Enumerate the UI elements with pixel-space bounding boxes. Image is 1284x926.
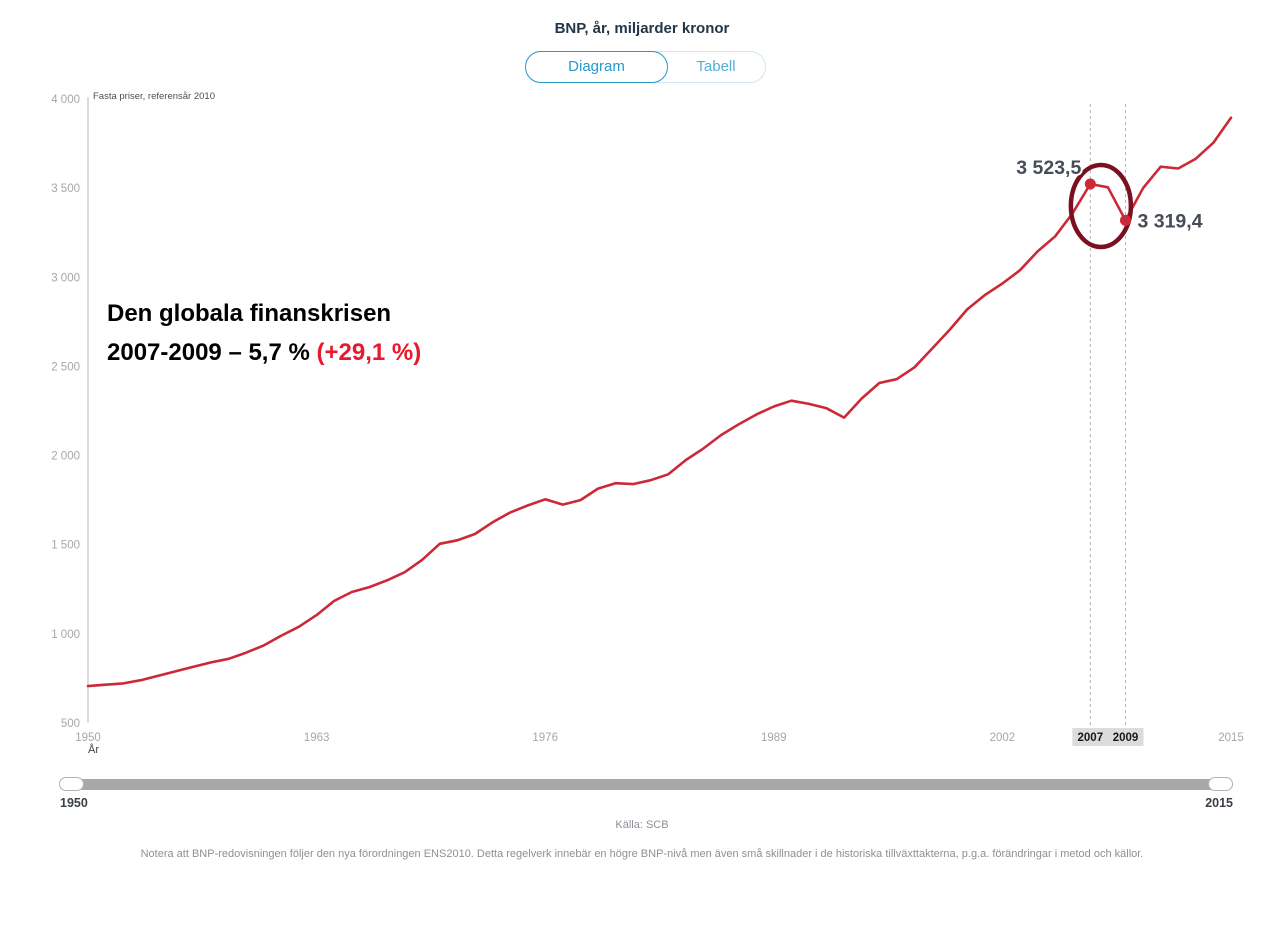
y-tick-label-3000: 3 000 [51, 272, 80, 284]
crisis-annotation: Den globala finanskrisen 2007-2009 – 5,7… [107, 294, 421, 372]
crisis-annotation-title: Den globala finanskrisen [107, 300, 392, 327]
data-point-label-2007: 3 523,5 [1016, 157, 1081, 179]
x-tick-label-1963: 1963 [304, 732, 330, 744]
data-point-2007[interactable] [1084, 178, 1096, 190]
x-tick-highlight-bg-2007 [1072, 728, 1109, 746]
tab-diagram[interactable]: Diagram [525, 51, 668, 83]
source-text: Källa: SCB [615, 819, 669, 831]
y-tick-label-500: 500 [61, 718, 80, 730]
year-slider-track[interactable] [60, 779, 1233, 790]
x-tick-label-2002: 2002 [990, 732, 1016, 744]
tab-tabell[interactable]: Tabell [696, 58, 736, 75]
year-slider-handle-max[interactable] [1208, 777, 1233, 791]
x-tick-label-2009: 2009 [1113, 732, 1139, 744]
slider-min-label: 1950 [60, 796, 88, 810]
x-axis-title: År [88, 744, 99, 756]
footnote-text: Notera att BNP-redovisningen följer den … [140, 848, 1144, 860]
crisis-annotation-detail-black: 2007-2009 – 5,7 % [107, 339, 317, 366]
y-tick-label-2000: 2 000 [51, 451, 80, 463]
y-tick-label-1000: 1 000 [51, 629, 80, 641]
x-tick-label-1976: 1976 [532, 732, 558, 744]
crisis-annotation-detail: 2007-2009 – 5,7 % (+29,1 %) [107, 333, 421, 372]
bnp-series-line [86, 116, 1233, 688]
crisis-annotation-detail-red: (+29,1 %) [316, 339, 422, 366]
x-tick-label-2007: 2007 [1078, 732, 1104, 744]
x-tick-label-1989: 1989 [761, 732, 787, 744]
slider-max-label: 2015 [1205, 796, 1233, 810]
unit-note: Fasta priser, referensår 2010 [93, 91, 215, 102]
page-title: BNP, år, miljarder kronor [554, 20, 730, 37]
x-tick-label-2015: 2015 [1218, 732, 1244, 744]
crisis-circle [1068, 162, 1134, 250]
y-tick-label-2500: 2 500 [51, 361, 80, 373]
y-tick-label-1500: 1 500 [51, 540, 80, 552]
view-toggle: Tabell Diagram [525, 51, 766, 83]
data-point-2009[interactable] [1119, 214, 1131, 226]
y-tick-label-4000: 4 000 [51, 94, 80, 106]
bnp-line-chart: 4 000 3 500 3 000 2 500 2 000 1 500 1 000 500 19… [51, 94, 1244, 746]
x-tick-label-1950: 1950 [75, 732, 101, 744]
x-tick-highlight-bg-2009 [1107, 728, 1144, 746]
y-tick-label-3500: 3 500 [51, 183, 80, 195]
year-slider-handle-min[interactable] [59, 777, 84, 791]
data-point-label-2009: 3 319,4 [1137, 210, 1202, 232]
